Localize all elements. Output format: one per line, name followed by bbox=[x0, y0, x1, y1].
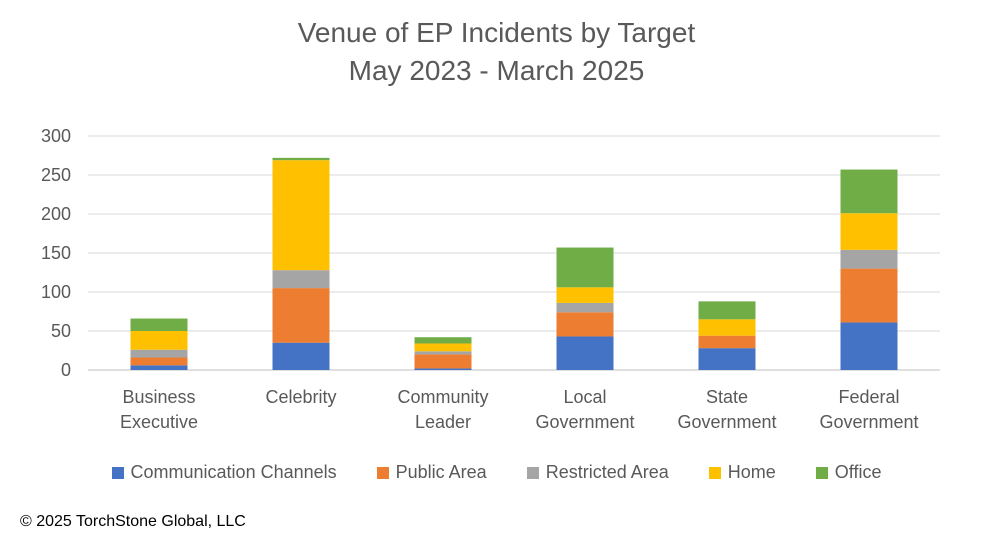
bar-segment bbox=[130, 318, 188, 331]
bar-segment bbox=[698, 335, 756, 349]
copyright-notice: © 2025 TorchStone Global, LLC bbox=[20, 513, 246, 530]
bar-segment bbox=[272, 288, 330, 343]
y-tick-label: 0 bbox=[61, 360, 71, 380]
bar-segment bbox=[414, 343, 472, 352]
bar-segment bbox=[130, 365, 188, 370]
x-tick-label: Executive bbox=[120, 412, 198, 432]
chart-subtitle: May 2023 - March 2025 bbox=[348, 55, 645, 86]
legend-swatch bbox=[376, 466, 389, 479]
bar-segment bbox=[272, 160, 330, 271]
bar-segment bbox=[840, 213, 898, 250]
legend-item: Home bbox=[708, 462, 776, 483]
y-tick-label: 100 bbox=[41, 282, 71, 302]
y-tick-label: 250 bbox=[41, 165, 71, 185]
chart-title-block: Venue of EP Incidents by Target May 2023… bbox=[0, 14, 993, 90]
bar-segment bbox=[272, 270, 330, 289]
x-tick-label: Celebrity bbox=[265, 387, 336, 407]
x-tick-label: Leader bbox=[415, 412, 471, 432]
chart-title: Venue of EP Incidents by Target bbox=[297, 17, 696, 48]
bar-segment bbox=[698, 319, 756, 336]
x-tick-label: Government bbox=[535, 412, 634, 432]
bar-segment bbox=[130, 331, 188, 350]
x-tick-label: Community bbox=[397, 387, 488, 407]
x-tick-label: Government bbox=[677, 412, 776, 432]
legend-label: Home bbox=[727, 462, 776, 482]
x-tick-label: Business bbox=[122, 387, 195, 407]
legend-label: Public Area bbox=[395, 462, 487, 482]
bar-segment bbox=[556, 312, 614, 337]
y-tick-label: 150 bbox=[41, 243, 71, 263]
legend-label: Office bbox=[834, 462, 882, 482]
bar-segment bbox=[840, 249, 898, 269]
bar-segment bbox=[556, 247, 614, 288]
bar-segment bbox=[556, 336, 614, 370]
x-tick-label: Local bbox=[563, 387, 606, 407]
legend-swatch bbox=[708, 466, 721, 479]
x-tick-label: State bbox=[706, 387, 748, 407]
y-tick-label: 300 bbox=[41, 126, 71, 146]
y-tick-label: 50 bbox=[51, 321, 71, 341]
legend-label: Restricted Area bbox=[545, 462, 669, 482]
legend-item: Restricted Area bbox=[526, 462, 669, 483]
bar-segment bbox=[698, 348, 756, 370]
bar-segment bbox=[414, 351, 472, 355]
bar-segment bbox=[840, 322, 898, 370]
bar-segment bbox=[414, 354, 472, 369]
chart-legend: Communication Channels Public Area Restric… bbox=[0, 462, 993, 483]
bar-segment bbox=[556, 287, 614, 303]
bar-segment bbox=[414, 368, 472, 370]
bar-segment bbox=[414, 337, 472, 344]
legend-item: Communication Channels bbox=[111, 462, 337, 483]
x-tick-label: Government bbox=[819, 412, 918, 432]
bar-segment bbox=[130, 357, 188, 366]
bar-segment bbox=[698, 301, 756, 320]
bar-segment bbox=[840, 268, 898, 323]
x-tick-label: Federal bbox=[838, 387, 899, 407]
legend-item: Office bbox=[815, 462, 882, 483]
bar-segment bbox=[556, 302, 614, 313]
bar-segment bbox=[840, 169, 898, 214]
legend-swatch bbox=[111, 466, 124, 479]
y-tick-label: 200 bbox=[41, 204, 71, 224]
legend-swatch bbox=[815, 466, 828, 479]
legend-label: Communication Channels bbox=[130, 462, 337, 482]
bar-segment bbox=[272, 342, 330, 370]
bar-segment bbox=[272, 157, 330, 161]
bar-segment bbox=[130, 349, 188, 358]
legend-swatch bbox=[526, 466, 539, 479]
legend-item: Public Area bbox=[376, 462, 487, 483]
